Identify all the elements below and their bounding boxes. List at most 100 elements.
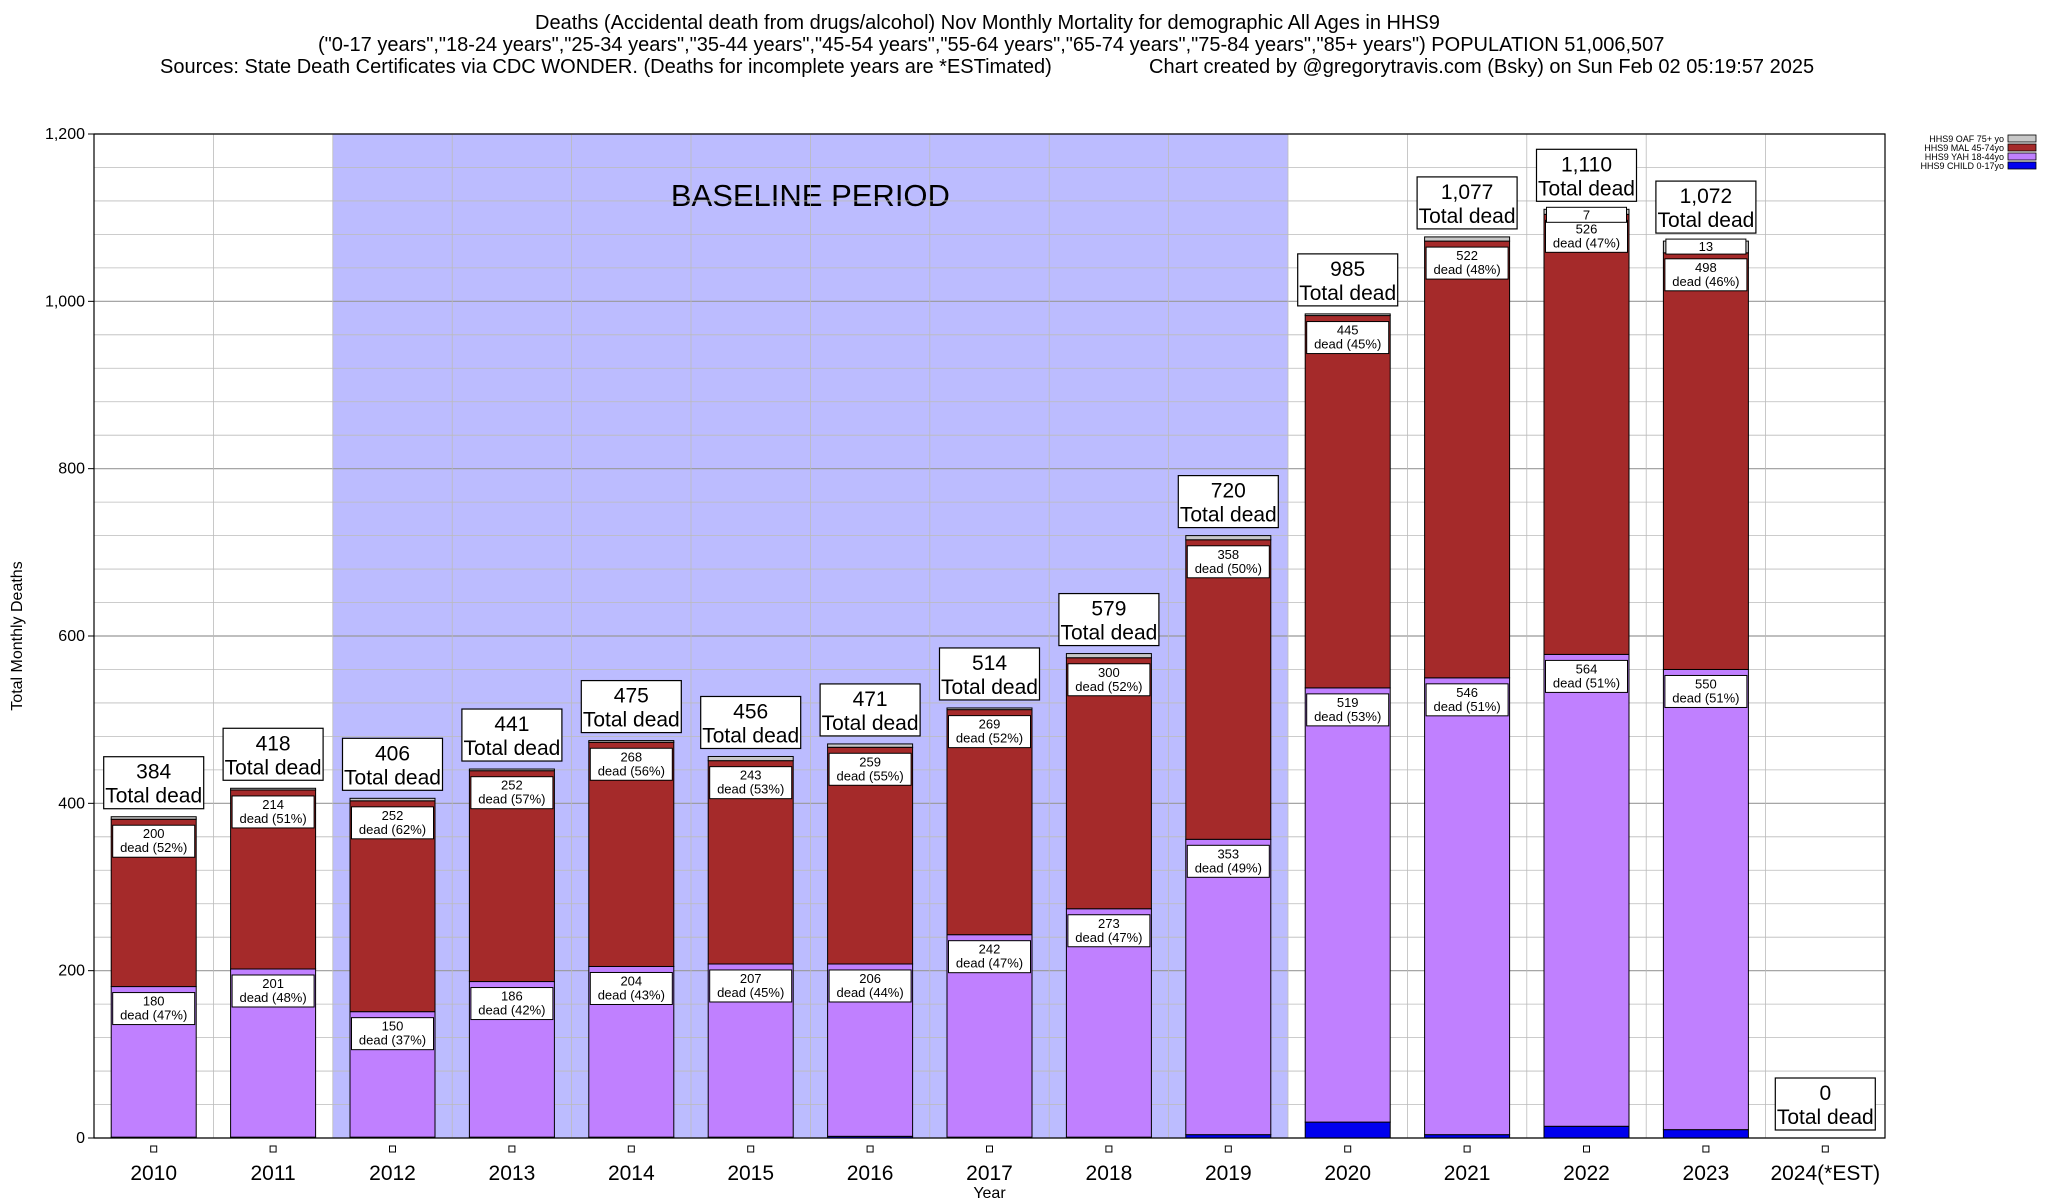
segment-label-percent: dead (52%): [120, 840, 187, 855]
segment-label-percent: dead (49%): [1195, 860, 1262, 875]
segment-label-percent: dead (37%): [359, 1033, 426, 1048]
segment-label-percent: dead (51%): [1433, 699, 1500, 714]
legend-label: HHS9 MAL 45-74yo: [1924, 143, 2004, 153]
segment-label-count: 206: [859, 971, 881, 986]
segment-label-count: 268: [620, 749, 642, 764]
bar-segment: [588, 740, 675, 743]
segment-label-percent: dead (51%): [1672, 690, 1739, 705]
segment-label-box: [1186, 844, 1270, 878]
bar-segment: [110, 816, 197, 820]
total-label-suffix: Total dead: [225, 756, 322, 779]
segment-label-count: 273: [1098, 916, 1120, 931]
total-label-suffix: Total dead: [1777, 1106, 1874, 1129]
segment-label-box: [470, 987, 554, 1021]
bar-segment: [1424, 677, 1511, 1136]
total-label-box: [580, 679, 682, 734]
segment-label-count: 186: [501, 989, 523, 1004]
x-tick-label: 2021: [1444, 1162, 1491, 1185]
y-tick-label: 800: [58, 461, 85, 478]
total-label-suffix: Total dead: [344, 766, 441, 789]
segment-label-count: 526: [1576, 221, 1598, 236]
segment-label-box: [828, 752, 912, 786]
segment-label-percent: dead (51%): [239, 811, 306, 826]
segment-label-box: [351, 806, 434, 840]
segment-label-count: 522: [1456, 248, 1478, 263]
segment-label: 7: [1583, 207, 1590, 222]
bar-segment: [1185, 535, 1272, 541]
bar-segment: [1662, 252, 1749, 670]
total-label-value: 514: [972, 652, 1007, 675]
segment-label-percent: dead (43%): [598, 987, 665, 1002]
x-tick-label: 2010: [130, 1162, 177, 1185]
segment-label-count: 269: [979, 717, 1001, 732]
legend-label: HHS9 YAH 18-44yo: [1925, 152, 2004, 162]
segment-label-count: 546: [1456, 685, 1478, 700]
category-marker: [1821, 1145, 1829, 1153]
segment-label-count: 207: [740, 971, 762, 986]
y-tick-label: 400: [58, 795, 85, 812]
category-marker: [269, 1145, 277, 1153]
segment-label-count: 519: [1337, 695, 1359, 710]
x-tick-label: 2015: [727, 1162, 774, 1185]
segment-label-count: 445: [1337, 323, 1359, 338]
segment-label-count: 150: [382, 1019, 404, 1034]
segment-label-count: 358: [1217, 547, 1239, 562]
chart-subtitle-age-groups: ("0-17 years","18-24 years","25-34 years…: [318, 34, 1665, 56]
category-marker: [1463, 1145, 1471, 1153]
legend-swatch: [2007, 143, 2037, 152]
segment-label-percent: dead (47%): [120, 1008, 187, 1023]
category-marker: [508, 1145, 516, 1153]
category-marker: [1224, 1145, 1232, 1153]
total-label-box: [700, 695, 802, 750]
segment-label-box: [231, 795, 315, 829]
segment-label-count: 300: [1098, 665, 1120, 680]
total-label-value: 471: [853, 688, 888, 711]
segment-label-box: [1425, 246, 1509, 280]
segment-label-box: [470, 776, 554, 810]
category-marker: [747, 1145, 755, 1153]
segment-label-percent: dead (47%): [956, 956, 1023, 971]
segment-label-count: 180: [143, 994, 165, 1009]
segment-label-percent: dead (53%): [1314, 709, 1381, 724]
segment-label-box: [231, 974, 315, 1008]
total-label-value: 579: [1091, 598, 1126, 621]
segment-label-percent: dead (46%): [1672, 274, 1739, 289]
segment-label-box: [112, 992, 196, 1026]
y-tick-label: 0: [76, 1130, 85, 1147]
segment-label-box: [1067, 663, 1151, 697]
bar-segment: [1424, 236, 1511, 242]
bar-segment: [468, 768, 555, 772]
segment-label-box: [1425, 683, 1509, 717]
bar-segment: [1065, 653, 1152, 659]
total-label-box: [1774, 1077, 1876, 1131]
bar-segment: [1424, 240, 1511, 679]
segment-label-percent: dead (44%): [836, 985, 903, 1000]
bar-segment: [1185, 539, 1272, 840]
chart-source-note: Sources: State Death Certificates via CD…: [160, 56, 1052, 78]
x-tick-label: 2018: [1086, 1162, 1133, 1185]
segment-label-count: 259: [859, 754, 881, 769]
legend-label: HHS9 CHILD 0-17yo: [1920, 161, 2004, 171]
segment-label-percent: dead (57%): [478, 792, 545, 807]
category-marker: [150, 1145, 158, 1153]
segment-label-box: [1546, 206, 1627, 223]
segment-label-box: [589, 747, 673, 781]
segment-label-percent: dead (47%): [1075, 930, 1142, 945]
bar-segment: [827, 743, 914, 748]
bar-segment: [1543, 653, 1630, 1127]
total-label-value: 1,110: [1561, 153, 1612, 176]
segment-label-box: [709, 766, 793, 800]
total-label-suffix: Total dead: [702, 724, 799, 747]
segment-label-box: [1306, 693, 1390, 727]
total-label-suffix: Total dead: [1060, 622, 1157, 645]
chart-title: Deaths (Accidental death from drugs/alco…: [535, 12, 1440, 34]
total-label-box: [103, 756, 205, 810]
total-label-suffix: Total dead: [822, 712, 919, 735]
